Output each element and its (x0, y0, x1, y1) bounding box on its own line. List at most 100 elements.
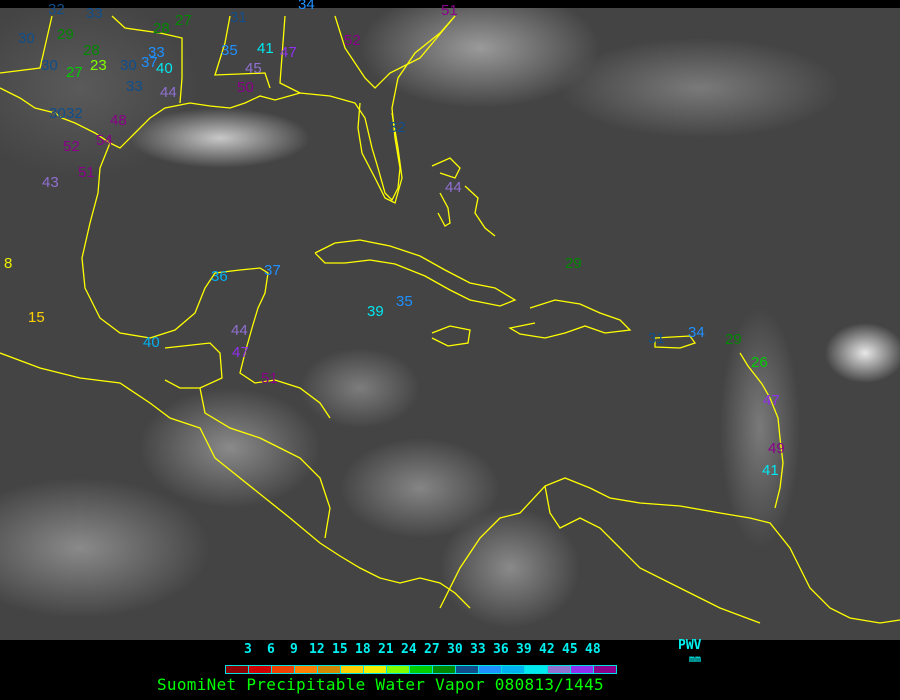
cuba (314, 239, 517, 307)
station-label: 30 (18, 30, 35, 47)
station-label: 50 (237, 79, 254, 96)
legend-tick-label: 24 (401, 642, 417, 657)
legend-color-bar (225, 665, 617, 674)
legend-swatch (594, 666, 616, 673)
station-label: 43 (42, 174, 59, 191)
coastlines (0, 15, 900, 624)
station-label: 27 (175, 12, 192, 29)
legend-tick-label: 48 (585, 642, 601, 657)
station-label: 30 (41, 57, 58, 74)
legend-swatch (318, 666, 341, 673)
station-label: 47 (280, 44, 297, 61)
station-label: 45 (245, 60, 262, 77)
station-label: 49 (768, 440, 785, 457)
venezuela-border (544, 485, 761, 624)
station-label: 28 (83, 42, 100, 59)
south-america-coast (439, 477, 900, 624)
station-label: 40 (143, 334, 160, 351)
station-label: 40 (156, 60, 173, 77)
station-label: 30 (120, 57, 137, 74)
legend-swatch (548, 666, 571, 673)
image-title: SuomiNet Precipitable Water Vapor 080813… (157, 675, 604, 694)
florida (357, 102, 403, 204)
hispaniola (508, 299, 632, 339)
station-label: 44 (231, 322, 248, 339)
legend-swatch (387, 666, 410, 673)
legend-tick-label: 12 (309, 642, 325, 657)
station-label: 51 (441, 2, 458, 19)
station-label: 29 (565, 255, 582, 272)
legend-swatch (364, 666, 387, 673)
lesser-antilles (739, 352, 784, 509)
station-label: 52 (344, 32, 361, 49)
legend-swatch (295, 666, 318, 673)
legend-tick-label: 30 (447, 642, 463, 657)
satellite-imagery (0, 8, 900, 640)
legend-swatch (272, 666, 295, 673)
station-label: 52 (63, 138, 80, 155)
station-label: 35 (221, 42, 238, 59)
station-label: 29 (725, 331, 742, 348)
legend-swatch (226, 666, 249, 673)
legend-tick-label: 6 (267, 642, 275, 657)
station-label: 51 (261, 370, 278, 387)
legend-tick-label: 27 (424, 642, 440, 657)
station-label: 23 (90, 57, 107, 74)
station-label: 28 (153, 20, 170, 37)
station-label: 37 (141, 54, 158, 71)
station-label: 8 (4, 255, 13, 272)
state-lines-3 (214, 15, 271, 89)
legend-swatch (433, 666, 456, 673)
state-lines-5 (334, 15, 456, 89)
station-label: 33 (126, 78, 143, 95)
station-label: 26 (751, 354, 768, 371)
station-label: 47 (232, 344, 249, 361)
station-label: 47 (763, 392, 780, 409)
station-label: 39 (367, 303, 384, 320)
station-label: 34 (298, 0, 315, 13)
legend-unit: mm (689, 654, 702, 665)
color-legend: 3 6 9 12 15 18 21 24 27 30 33 36 39 42 45 48 PWV mm Suo… (0, 638, 900, 700)
station-label: 34 (688, 324, 705, 341)
station-label: 32 (48, 1, 65, 18)
bahamas-3 (464, 185, 496, 237)
station-label: 31 (648, 330, 665, 347)
legend-tick-label: 45 (562, 642, 578, 657)
station-label: 44 (445, 179, 462, 196)
station-label: 15 (28, 309, 45, 326)
legend-tick-label: 15 (332, 642, 348, 657)
mexico-coast (81, 142, 331, 419)
legend-tick-label: 18 (355, 642, 371, 657)
border-b (199, 387, 331, 539)
station-label: 48 (110, 112, 127, 129)
legend-tick-label: 33 (470, 642, 486, 657)
station-label: 32 (66, 105, 83, 122)
station-label: 51 (78, 164, 95, 181)
legend-swatch (410, 666, 433, 673)
legend-tick-label: 21 (378, 642, 394, 657)
legend-swatch (571, 666, 594, 673)
legend-tick-label: 39 (516, 642, 532, 657)
pacific-coast (0, 352, 471, 609)
station-label: 31 (230, 9, 247, 26)
station-label: 35 (396, 293, 413, 310)
station-label: 29 (57, 26, 74, 43)
legend-tick-label: 42 (539, 642, 555, 657)
bahamas-2 (437, 192, 451, 227)
legend-swatch (479, 666, 502, 673)
station-label: 33 (86, 5, 103, 22)
gulf-coast (0, 15, 456, 202)
station-label: 44 (160, 84, 177, 101)
legend-tick-label: 9 (290, 642, 298, 657)
state-lines-2 (111, 15, 183, 104)
station-label: 36 (211, 268, 228, 285)
legend-swatch (249, 666, 272, 673)
station-label: 41 (257, 40, 274, 57)
puerto-rico (654, 335, 697, 349)
station-label: 37 (264, 262, 281, 279)
station-label: 33 (148, 44, 165, 61)
legend-unit-label: PWV (678, 638, 702, 653)
legend-tick-label: 36 (493, 642, 509, 657)
station-label: 27 (66, 64, 83, 81)
